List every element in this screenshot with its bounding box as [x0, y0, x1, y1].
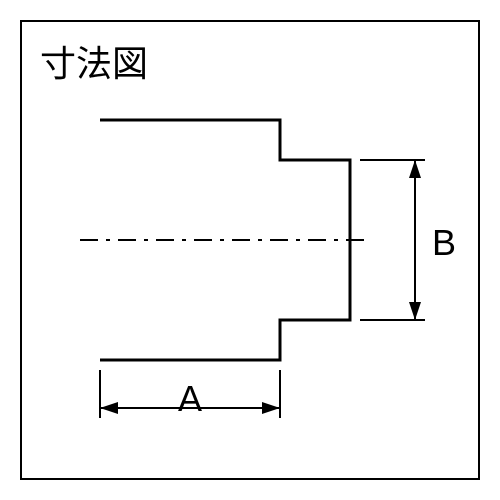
dim-label-b: B	[432, 222, 456, 264]
dim-a-arrow-right	[262, 402, 280, 414]
dim-label-a: A	[178, 378, 202, 420]
diagram-svg	[0, 0, 500, 500]
dim-a-arrow-left	[100, 402, 118, 414]
diagram-canvas: 寸法図 A B	[0, 0, 500, 500]
dim-b-arrow-bottom	[409, 302, 421, 320]
dim-b-arrow-top	[409, 160, 421, 178]
